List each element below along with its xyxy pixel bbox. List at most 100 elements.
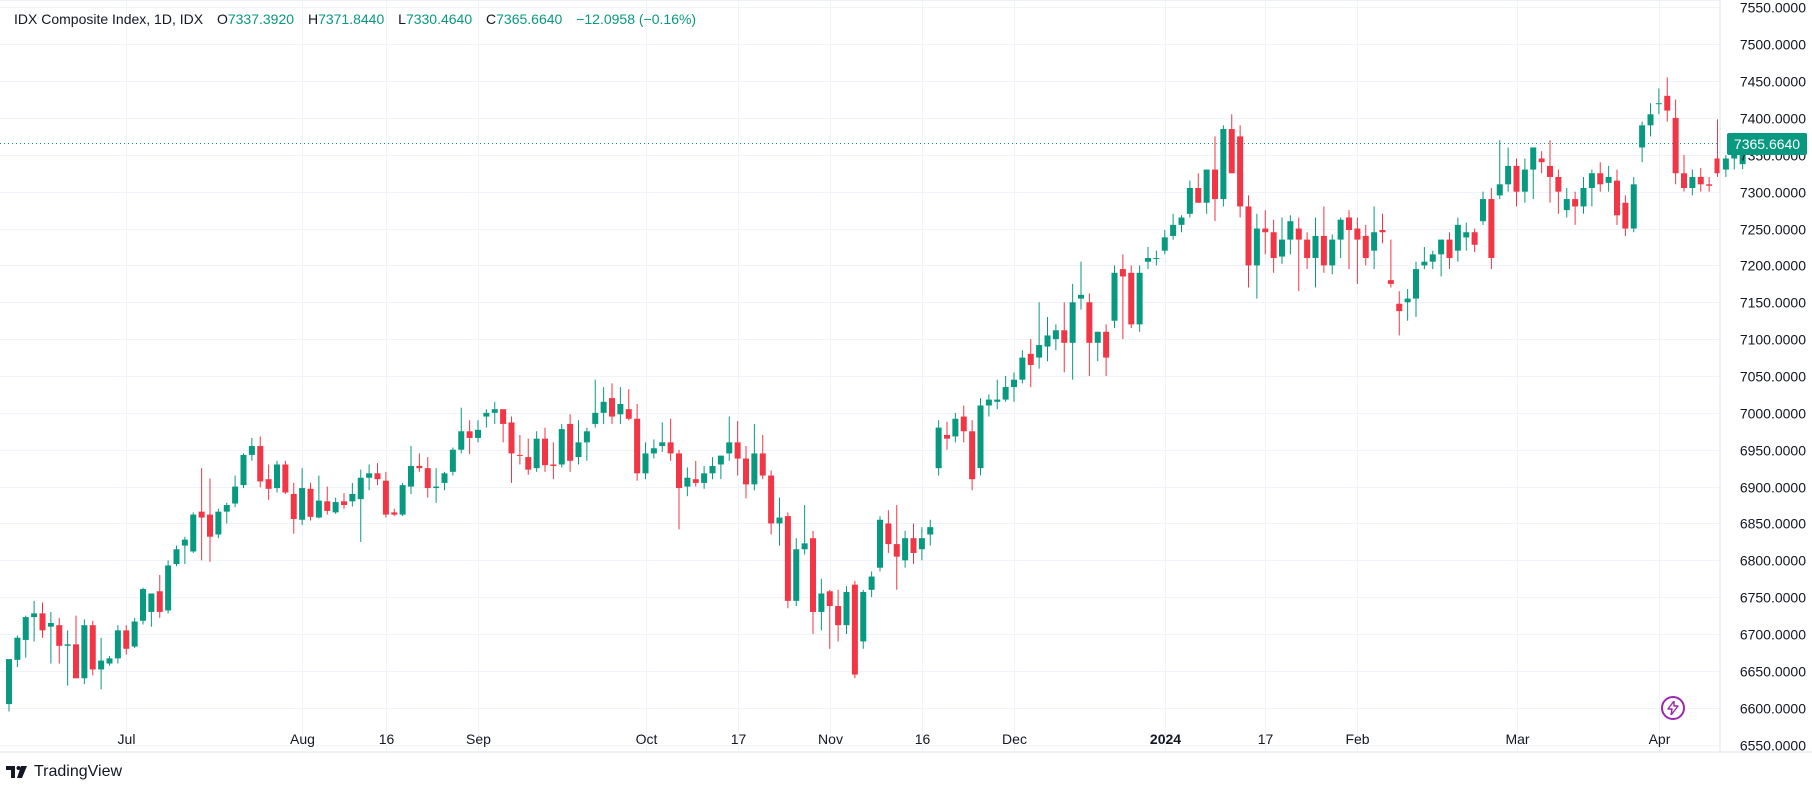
candle-body xyxy=(734,442,741,459)
candle-body xyxy=(726,442,733,454)
candle-body xyxy=(1513,165,1520,192)
price-tick-label: 6800.0000 xyxy=(1740,553,1806,569)
candle xyxy=(692,460,699,487)
candle xyxy=(1186,180,1193,218)
candle-body xyxy=(1027,353,1034,365)
candle xyxy=(1027,339,1034,388)
candle-body xyxy=(1588,173,1595,188)
candle-body xyxy=(567,423,574,461)
candle-body xyxy=(860,592,867,642)
candle xyxy=(458,407,465,454)
candle-body xyxy=(1312,235,1319,259)
candle xyxy=(1237,125,1244,218)
candle xyxy=(650,439,657,459)
candle-body xyxy=(994,399,1001,402)
candle xyxy=(366,464,373,491)
candle xyxy=(1697,168,1704,192)
candle xyxy=(843,586,850,635)
price-tick-label: 7250.0000 xyxy=(1740,222,1806,238)
candle xyxy=(299,468,306,525)
candle-body xyxy=(810,538,816,612)
candle-body xyxy=(1136,272,1143,325)
candle-body xyxy=(977,405,984,469)
candle xyxy=(173,545,180,567)
candle-body xyxy=(558,429,565,465)
candle-body xyxy=(1245,206,1252,266)
candle xyxy=(1228,114,1235,174)
candle-body xyxy=(1237,136,1244,207)
candle-body xyxy=(357,477,364,500)
candle xyxy=(1664,77,1671,122)
price-tick-label: 6600.0000 xyxy=(1740,701,1806,717)
flash-icon[interactable] xyxy=(1661,696,1685,720)
candle xyxy=(1722,154,1729,177)
candle-body xyxy=(1195,188,1202,203)
candle-body xyxy=(759,453,766,476)
candle xyxy=(433,468,440,503)
candle xyxy=(56,617,63,664)
candle-body xyxy=(332,502,339,513)
candle-body xyxy=(1203,169,1210,203)
candle-body xyxy=(1228,129,1235,174)
candle-body xyxy=(232,486,239,504)
candle xyxy=(508,416,515,483)
candle xyxy=(1446,232,1453,270)
candle xyxy=(391,508,398,517)
high-value: 7371.8440 xyxy=(318,11,385,27)
candle-body xyxy=(1538,158,1545,163)
candle-body xyxy=(801,543,808,550)
candle xyxy=(826,589,833,649)
candle-body xyxy=(784,516,791,601)
candle xyxy=(1253,213,1260,299)
candle xyxy=(1488,188,1495,270)
candle xyxy=(835,589,842,642)
tradingview-brand[interactable]: TradingView xyxy=(6,763,122,781)
candle xyxy=(1153,250,1160,266)
candle-body xyxy=(458,431,465,450)
candle-body xyxy=(223,505,230,512)
candle xyxy=(1530,147,1537,200)
candle xyxy=(525,438,532,475)
candle-body xyxy=(1295,228,1302,240)
candle xyxy=(14,635,21,668)
candles xyxy=(6,77,1746,712)
candle xyxy=(625,389,632,421)
price-tick-label: 7200.0000 xyxy=(1740,258,1806,274)
candle xyxy=(1329,234,1336,275)
candle xyxy=(73,615,79,679)
candle xyxy=(341,493,347,509)
candle-body xyxy=(324,501,331,511)
candle xyxy=(449,447,456,476)
candle-body xyxy=(1580,188,1587,207)
candle-body xyxy=(441,473,448,483)
candle xyxy=(927,519,934,546)
time-tick-label: 17 xyxy=(1258,731,1274,747)
candle xyxy=(902,530,909,568)
candle xyxy=(776,497,783,546)
candle xyxy=(98,637,105,690)
candle xyxy=(1212,136,1218,222)
candle xyxy=(793,538,800,607)
candle-body xyxy=(1605,176,1612,183)
candle-body xyxy=(1036,345,1043,358)
candle-body xyxy=(374,473,381,480)
candle xyxy=(1262,210,1269,255)
candle-body xyxy=(282,464,289,493)
candle-body xyxy=(1706,184,1713,186)
candle xyxy=(106,656,113,666)
candle-body xyxy=(868,576,875,590)
time-tick-label: 16 xyxy=(379,731,395,747)
candle xyxy=(1128,265,1135,329)
candle-body xyxy=(1086,302,1093,343)
candle xyxy=(382,471,389,518)
candle xyxy=(1337,217,1344,259)
candle xyxy=(1379,213,1386,244)
candle xyxy=(1220,125,1227,207)
candle-body xyxy=(1488,199,1495,259)
low-label: L xyxy=(398,11,406,27)
candle-body xyxy=(1069,302,1076,343)
candle xyxy=(1588,169,1595,207)
candle-body xyxy=(73,644,79,679)
candle-body xyxy=(851,584,858,675)
